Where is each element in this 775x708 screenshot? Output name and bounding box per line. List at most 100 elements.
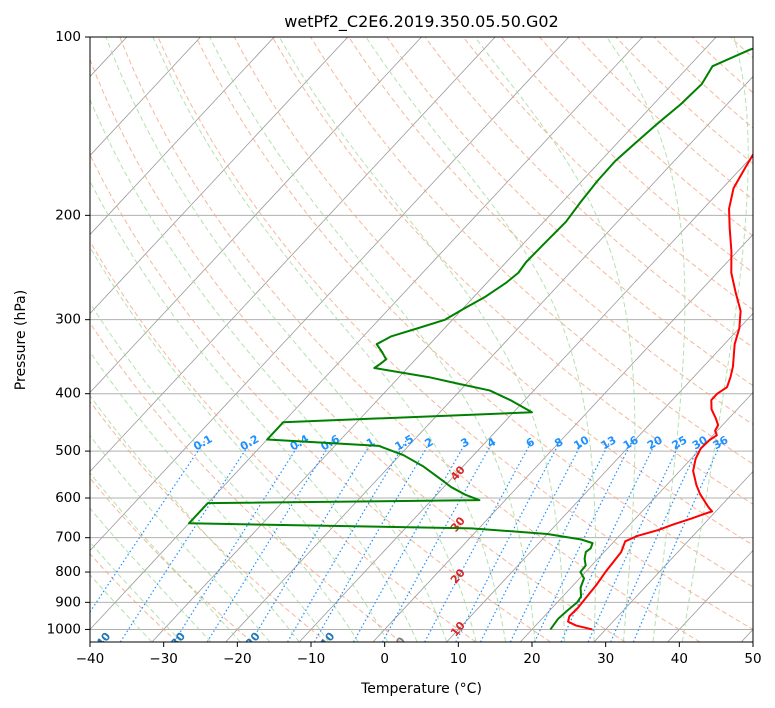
- y-tick-label: 800: [55, 564, 81, 580]
- dry-adiabat-line: [386, 37, 753, 387]
- y-tick-label: 900: [55, 594, 81, 610]
- moist-adiabat-line: [152, 37, 507, 642]
- dry-adiabat-line: [195, 37, 753, 588]
- mixing-ratio-line: [534, 440, 633, 642]
- y-tick-label: 300: [55, 312, 81, 328]
- dry-adiabat-label: -50: [16, 630, 39, 654]
- x-tick-label: 0: [380, 651, 389, 667]
- moist-adiabat-line: [90, 394, 300, 642]
- plot-frame: [89, 36, 754, 643]
- dry-adiabat-line: [90, 321, 402, 642]
- moist-adiabat-line: [209, 37, 536, 642]
- mixing-ratio-line: [632, 440, 723, 642]
- dewpoint-line: [187, 47, 753, 631]
- isotherm-line: [90, 37, 349, 315]
- y-tick-label: 200: [55, 207, 81, 223]
- y-tick-label: 700: [55, 530, 81, 546]
- mixing-ratio-line: [509, 440, 611, 642]
- dry-adiabat-line: [424, 37, 753, 349]
- mixing-ratio-line: [560, 440, 657, 642]
- x-tick-label: 10: [450, 651, 467, 667]
- x-axis-label: Temperature (°C): [360, 681, 482, 697]
- y-tick-label: 1000: [47, 621, 81, 637]
- dry-adiabat-line: [348, 37, 753, 426]
- moist-adiabat-line: [90, 472, 241, 642]
- isotherm-line: [299, 154, 753, 642]
- moist-adiabat-line: [90, 180, 418, 642]
- mixing-ratio-label: 10: [572, 433, 592, 452]
- dry-adiabat-line: [233, 37, 753, 546]
- dry-adiabat-line: [90, 58, 626, 642]
- mixing-ratio-line: [381, 440, 494, 642]
- mixing-ratio-label: 1: [364, 435, 377, 450]
- isotherm-line: [90, 37, 496, 473]
- dry-adiabat-line: [90, 477, 253, 642]
- y-tick-label: 100: [55, 29, 81, 45]
- x-tick-label: −40: [76, 651, 105, 667]
- dry-adiabat-line: [691, 37, 753, 94]
- moist-adiabat-line: [90, 507, 212, 642]
- dry-adiabat-label: 0: [393, 634, 408, 648]
- chart-title: wetPf2_C2E6.2019.350.05.50.G02: [284, 12, 558, 32]
- mixing-ratio-line: [480, 440, 584, 642]
- mixing-ratio-line: [313, 440, 432, 642]
- mixing-ratio-line: [206, 440, 333, 642]
- isotherm-line: [741, 628, 753, 642]
- mixing-ratio-label: 2: [422, 435, 435, 450]
- isotherm-line: [446, 312, 753, 642]
- dry-adiabat-line: [500, 37, 753, 274]
- mixing-ratio-label: 36: [711, 433, 731, 452]
- moist-adiabat-line: [90, 434, 271, 642]
- mixing-ratio-line: [250, 440, 374, 642]
- dry-adiabat-line: [90, 400, 327, 642]
- dry-adiabat-label: 20: [448, 566, 468, 586]
- dry-adiabat-line: [577, 37, 753, 201]
- mixing-ratio-label: 0.1: [191, 432, 214, 453]
- x-tick-label: 40: [671, 651, 688, 667]
- moist-adiabat-line: [105, 37, 477, 642]
- moist-adiabat-line: [278, 37, 565, 642]
- moist-adiabat-line: [90, 98, 448, 642]
- dry-adiabat-line: [90, 153, 551, 642]
- moist-adiabat-line: [90, 574, 153, 642]
- isotherm-line: [90, 37, 275, 236]
- moist-adiabat-line: [681, 37, 749, 642]
- dry-adiabat-label: 40: [448, 463, 468, 483]
- mixing-ratio-label: 13: [599, 433, 619, 452]
- y-tick-label: 400: [55, 386, 81, 402]
- dry-adiabat-line: [653, 37, 753, 129]
- x-tick-label: 20: [523, 651, 540, 667]
- x-tick-label: −10: [297, 651, 326, 667]
- x-tick-label: 30: [597, 651, 614, 667]
- x-tick-label: −20: [223, 651, 252, 667]
- isotherm-line: [372, 233, 753, 642]
- y-axis-label: Pressure (hPa): [13, 290, 29, 390]
- isotherm-line: [90, 37, 643, 631]
- line-labels: 0.10.20.40.611.52346810131620253036-100-…: [16, 432, 731, 654]
- dry-adiabat-line: [271, 37, 753, 505]
- dry-adiabat-line: [462, 37, 753, 311]
- moist-adiabat-line: [90, 541, 182, 642]
- background-lines: [90, 37, 753, 642]
- isotherm-line: [520, 391, 753, 642]
- mixing-ratio-line: [610, 440, 702, 642]
- x-tick-label: −30: [149, 651, 178, 667]
- moist-adiabat-line: [474, 37, 636, 642]
- dry-adiabat-line: [119, 37, 701, 642]
- mixing-ratio-line: [455, 440, 562, 642]
- y-tick-label: 500: [55, 443, 81, 459]
- mixing-ratio-label: 16: [621, 433, 641, 452]
- moist-adiabat-line: [90, 246, 389, 642]
- mixing-ratio-label: 25: [670, 433, 690, 452]
- mixing-ratio-label: 3: [459, 435, 472, 450]
- mixing-ratio-line: [119, 440, 253, 642]
- isotherm-line: [90, 37, 422, 394]
- temperature-line: [567, 152, 753, 631]
- isotherm-line: [90, 37, 201, 157]
- moist-adiabat-line: [365, 37, 597, 642]
- mixing-ratio-label: 4: [485, 435, 498, 450]
- mixing-ratio-line: [173, 440, 302, 642]
- dry-adiabat-line: [157, 37, 753, 631]
- isotherm-line: [151, 37, 717, 642]
- moist-adiabat-line: [606, 37, 686, 642]
